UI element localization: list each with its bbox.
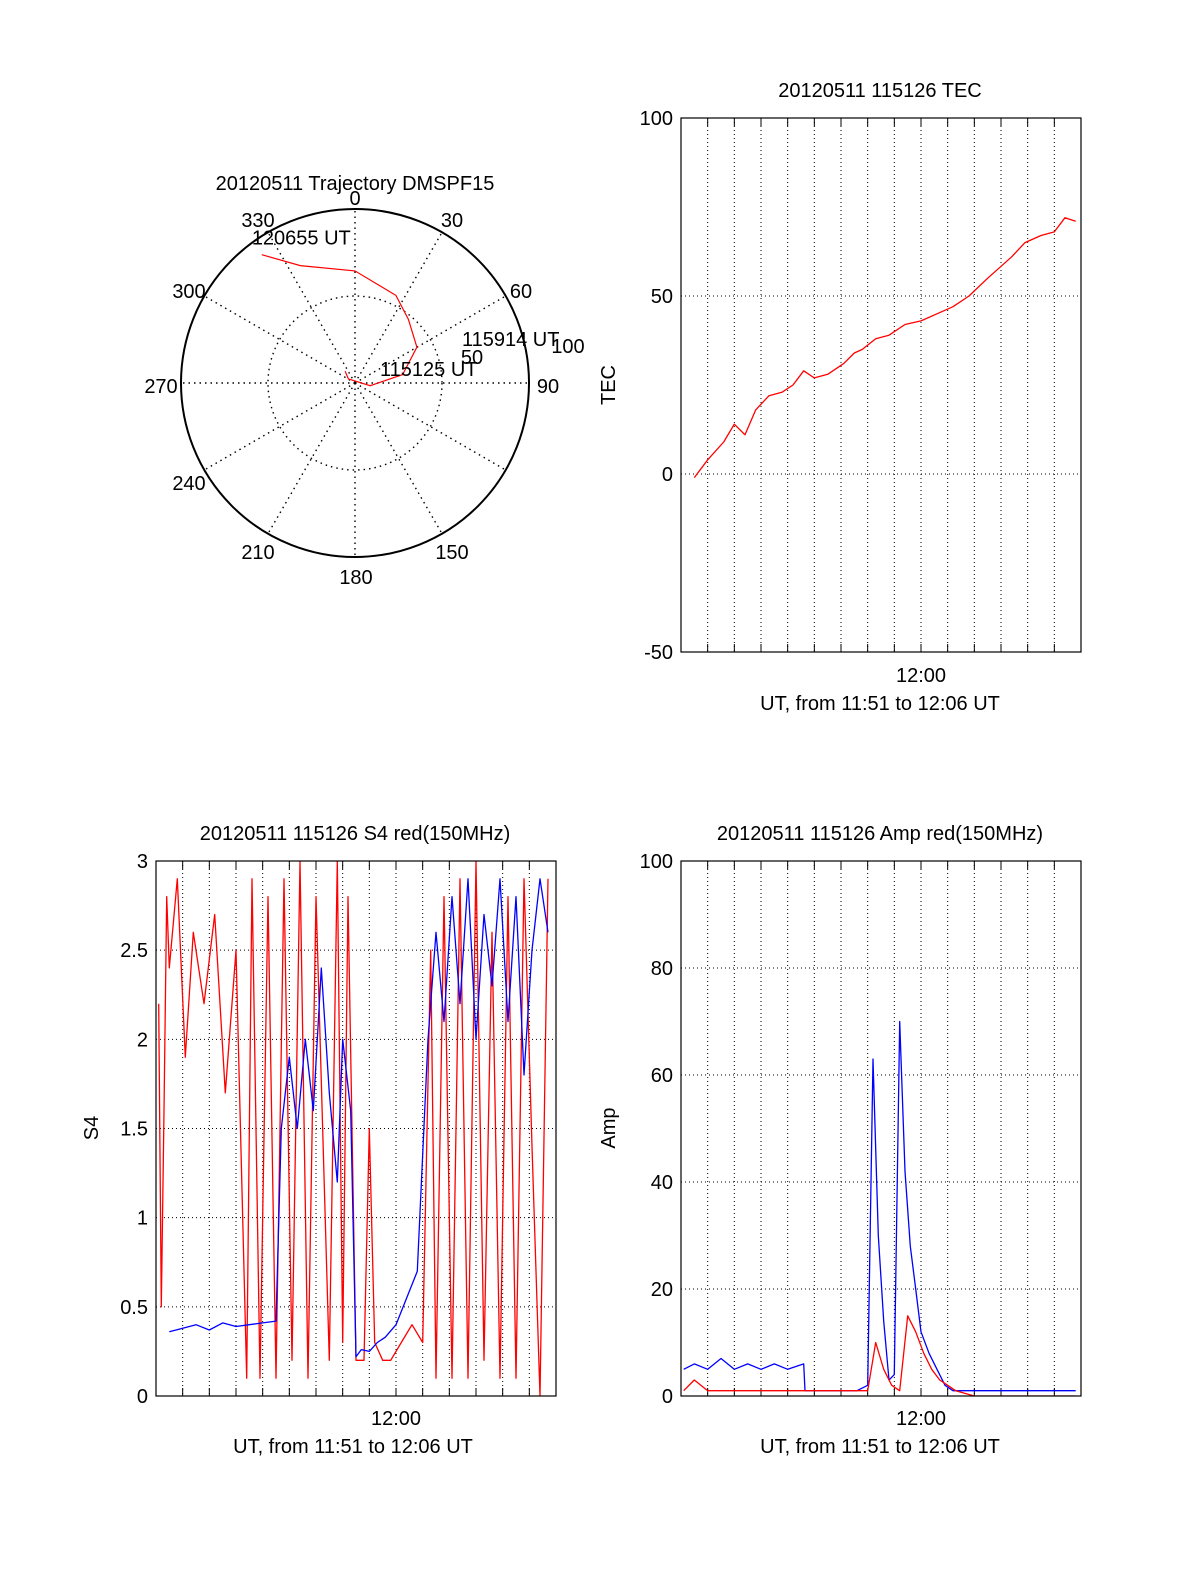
polar-grid xyxy=(180,208,530,558)
polar-inner-circle xyxy=(267,295,443,471)
polar-time-annotation: 120655 UT xyxy=(252,228,351,250)
amp-title: 20120511 115126 Amp red(150MHz) xyxy=(717,823,1043,845)
amp-xtick-label: 12:00 xyxy=(896,1408,946,1430)
y-tick-label: 0 xyxy=(662,464,673,486)
polar-outer-circle xyxy=(180,208,530,558)
polar-angle-label: 240 xyxy=(172,473,205,495)
tec-title: 20120511 115126 TEC xyxy=(778,80,982,102)
polar-spoke xyxy=(203,382,356,471)
tec-panel: 20120511 115126 TEC TEC 12:00 UT, from 1… xyxy=(598,80,1082,715)
series-line-red xyxy=(693,217,1076,478)
polar-spoke xyxy=(354,295,507,384)
y-tick-label: 100 xyxy=(640,851,673,873)
y-tick-label: 20 xyxy=(651,1279,673,1301)
y-tick-label: 50 xyxy=(651,286,673,308)
polar-angle-label: 60 xyxy=(510,281,532,303)
polar-spoke xyxy=(354,382,443,535)
y-tick-label: 60 xyxy=(651,1065,673,1087)
y-tick-label: 3 xyxy=(137,851,148,873)
polar-time-annotation: 115914 UT xyxy=(462,329,559,351)
polar-trajectory-line xyxy=(261,254,418,387)
plot-frame xyxy=(155,860,557,1397)
s4-xtick-label: 12:00 xyxy=(371,1408,421,1430)
polar-angle-label: 210 xyxy=(241,542,274,564)
polar-spoke xyxy=(267,231,356,384)
y-tick-label: 2 xyxy=(137,1029,148,1051)
polar-trajectory-panel: 20120511 Trajectory DMSPF15 0 30 60 90 150 18… xyxy=(144,173,584,589)
polar-angle-label: 270 xyxy=(144,376,177,398)
polar-radial-label: 100 xyxy=(551,336,584,358)
series-line-red xyxy=(683,1315,1076,1396)
polar-spoke xyxy=(354,382,507,471)
y-tick-label: 0 xyxy=(662,1386,673,1408)
polar-spoke xyxy=(203,295,356,384)
polar-radial-label: 50 xyxy=(461,347,483,369)
series-line-blue xyxy=(169,878,549,1358)
s4-panel: 20120511 115126 S4 red(150MHz) S4 12:00 … xyxy=(81,823,557,1458)
polar-angle-label: 30 xyxy=(441,210,463,232)
s4-xlabel: UT, from 11:51 to 12:06 UT xyxy=(233,1436,473,1458)
y-tick-label: 100 xyxy=(640,108,673,130)
y-tick-label: 1 xyxy=(137,1208,148,1230)
series-line-red xyxy=(158,861,549,1396)
polar-trajectory-series xyxy=(261,254,418,387)
polar-title: 20120511 Trajectory DMSPF15 xyxy=(216,173,495,195)
tec-xtick-label: 12:00 xyxy=(896,665,946,687)
series-line-blue xyxy=(683,1020,1076,1392)
plot-frame xyxy=(680,117,1082,653)
polar-angle-label: 330 xyxy=(241,210,274,232)
y-tick-label: 40 xyxy=(651,1172,673,1194)
polar-angle-label: 300 xyxy=(172,281,205,303)
y-tick-label: 80 xyxy=(651,958,673,980)
s4-title: 20120511 115126 S4 red(150MHz) xyxy=(200,823,511,845)
y-tick-label: 1.5 xyxy=(120,1119,148,1141)
y-tick-label: -50 xyxy=(644,642,673,664)
polar-spoke xyxy=(354,231,443,384)
y-tick-label: 0 xyxy=(137,1386,148,1408)
amp-xlabel: UT, from 11:51 to 12:06 UT xyxy=(760,1436,1000,1458)
polar-annotations: 120655 UT 115914 UT 115125 UT xyxy=(252,228,560,381)
s4-ylabel: S4 xyxy=(81,1116,103,1140)
polar-spoke xyxy=(267,382,356,535)
tec-ylabel: TEC xyxy=(598,365,620,405)
polar-angle-label: 0 xyxy=(349,188,360,210)
polar-angle-label: 150 xyxy=(435,542,468,564)
y-tick-label: 2.5 xyxy=(120,940,148,962)
polar-angle-label: 90 xyxy=(537,376,559,398)
polar-angle-labels: 0 30 60 90 150 180 210 240 270 300 330 50 100 xyxy=(144,188,584,589)
y-tick-label: 0.5 xyxy=(120,1297,148,1319)
amp-panel: 20120511 115126 Amp red(150MHz) Amp 12:0… xyxy=(598,823,1082,1458)
tec-xlabel: UT, from 11:51 to 12:06 UT xyxy=(760,693,1000,715)
polar-angle-label: 180 xyxy=(339,567,372,589)
polar-time-annotation: 115125 UT xyxy=(380,359,477,381)
amp-ylabel: Amp xyxy=(598,1107,620,1148)
plot-frame xyxy=(680,860,1082,1397)
